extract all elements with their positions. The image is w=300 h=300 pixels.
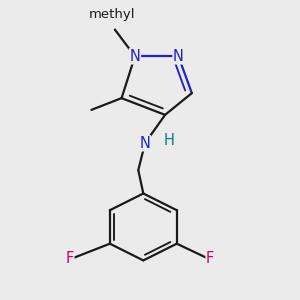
Text: H: H	[164, 133, 174, 148]
Text: N: N	[173, 49, 184, 64]
Text: F: F	[206, 251, 214, 266]
Text: N: N	[130, 49, 140, 64]
Text: methyl: methyl	[88, 8, 135, 21]
Text: F: F	[66, 251, 74, 266]
Text: N: N	[140, 136, 150, 151]
